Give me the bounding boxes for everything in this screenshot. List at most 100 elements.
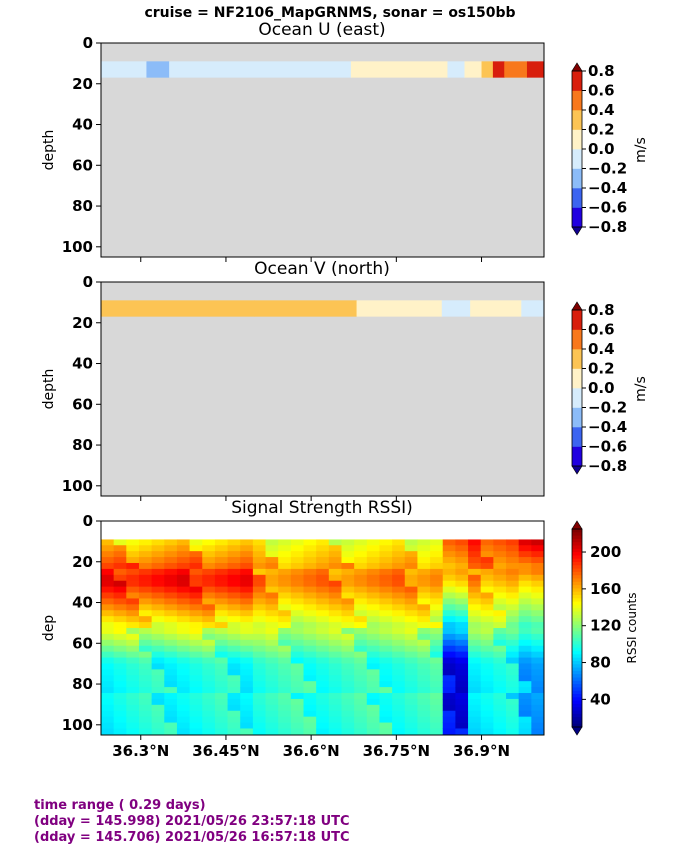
rssi-cell bbox=[392, 586, 406, 593]
rssi-cell bbox=[531, 698, 545, 706]
rssi-cell bbox=[341, 663, 355, 670]
rssi-cell bbox=[455, 716, 469, 723]
rssi-cell bbox=[341, 628, 355, 635]
rssi-cell bbox=[303, 616, 317, 623]
rssi-cell bbox=[252, 580, 266, 588]
rssi-cell bbox=[278, 622, 292, 629]
rssi-cell bbox=[126, 604, 140, 611]
rssi-cell bbox=[101, 639, 115, 647]
rssi-cell bbox=[430, 551, 444, 558]
rssi-cell bbox=[278, 568, 292, 576]
rssi-cell bbox=[214, 604, 228, 611]
rssi-cell bbox=[341, 539, 355, 546]
panel-title: Ocean U (east) bbox=[258, 20, 385, 40]
rssi-cell bbox=[316, 545, 330, 552]
rssi-cell bbox=[240, 562, 254, 570]
rssi-cell bbox=[303, 681, 317, 688]
rssi-cell bbox=[126, 616, 140, 623]
rssi-cell bbox=[227, 633, 241, 641]
rssi-cell bbox=[442, 698, 456, 706]
colorbar-segment bbox=[572, 545, 582, 550]
colorbar-segment bbox=[572, 720, 582, 725]
rssi-cell bbox=[341, 693, 355, 700]
rssi-cell bbox=[214, 551, 228, 558]
rssi-cell bbox=[442, 580, 456, 588]
rssi-cell bbox=[113, 651, 127, 658]
rssi-cell bbox=[531, 628, 545, 635]
rssi-cell bbox=[138, 645, 153, 653]
rssi-cell bbox=[316, 628, 330, 635]
rssi-cell bbox=[176, 639, 190, 647]
rssi-cell bbox=[240, 687, 254, 694]
rssi-cell bbox=[303, 604, 317, 611]
rssi-cell bbox=[227, 681, 241, 688]
rssi-cell bbox=[506, 657, 520, 664]
colorbar-tick-label: −0.6 bbox=[588, 199, 627, 217]
rssi-cell bbox=[417, 639, 431, 647]
rssi-cell bbox=[151, 704, 165, 712]
rssi-cell bbox=[240, 580, 254, 588]
y-tick-label: 40 bbox=[72, 594, 93, 612]
rssi-cell bbox=[151, 539, 165, 546]
y-ticks: 0 20 40 60 80 100 bbox=[62, 273, 101, 495]
colorbar-segment bbox=[572, 407, 582, 428]
rssi-cell bbox=[430, 628, 444, 635]
rssi-cell bbox=[151, 545, 165, 552]
rssi-cell bbox=[126, 622, 140, 629]
rssi-cell bbox=[366, 657, 380, 664]
rssi-cell bbox=[354, 557, 368, 564]
footer-dday-start: (dday = 145.706) 2021/05/26 16:57:18 UTC bbox=[34, 830, 350, 845]
rssi-cell bbox=[151, 598, 165, 605]
rssi-cell bbox=[290, 722, 304, 729]
colorbar-tick-label: 0.8 bbox=[588, 301, 615, 319]
rssi-cell bbox=[506, 586, 520, 593]
rssi-cell bbox=[303, 574, 317, 582]
rssi-cell bbox=[354, 616, 368, 623]
rssi-cell bbox=[379, 722, 393, 729]
rssi-cell bbox=[531, 568, 545, 576]
rssi-cell bbox=[214, 710, 228, 718]
rssi-cell bbox=[455, 645, 469, 653]
nodata-background bbox=[101, 282, 544, 496]
rssi-cell bbox=[126, 539, 140, 546]
rssi-cell bbox=[151, 622, 165, 629]
rssi-cell bbox=[113, 604, 127, 611]
colorbar-segment bbox=[572, 670, 582, 675]
rssi-cell bbox=[518, 645, 532, 653]
rssi-cell bbox=[189, 675, 203, 682]
colorbar-segment bbox=[572, 595, 582, 599]
rssi-cell bbox=[341, 728, 355, 735]
velocity-cell bbox=[492, 61, 505, 78]
rssi-cell bbox=[316, 716, 330, 723]
rssi-cell bbox=[303, 728, 317, 735]
rssi-cell bbox=[202, 675, 216, 682]
rssi-cell bbox=[189, 574, 203, 582]
rssi-cell bbox=[442, 704, 456, 712]
rssi-cell bbox=[278, 551, 292, 558]
rssi-cell bbox=[202, 669, 216, 676]
colorbar-tick-label: −0.6 bbox=[588, 438, 627, 456]
rssi-cell bbox=[455, 580, 469, 588]
colorbar-segment bbox=[572, 207, 582, 228]
rssi-cell bbox=[518, 598, 532, 605]
rssi-cell bbox=[366, 710, 380, 718]
axes-frame bbox=[100, 281, 545, 497]
rssi-cell bbox=[101, 669, 115, 676]
rssi-cell bbox=[202, 633, 216, 641]
rssi-cell bbox=[506, 562, 520, 570]
rssi-cell bbox=[202, 710, 216, 718]
rssi-cell bbox=[214, 669, 228, 676]
rssi-cell bbox=[468, 628, 482, 635]
rssi-cell bbox=[278, 557, 292, 564]
rssi-cell bbox=[278, 545, 292, 552]
rssi-cell bbox=[506, 633, 520, 641]
rssi-cell bbox=[138, 610, 153, 617]
rssi-cell bbox=[202, 580, 216, 588]
rssi-cell bbox=[442, 557, 456, 564]
rssi-cell bbox=[252, 586, 266, 593]
rssi-cell bbox=[151, 616, 165, 623]
rssi-cell bbox=[164, 693, 178, 700]
rssi-cell bbox=[240, 551, 254, 558]
rssi-cell bbox=[164, 728, 178, 735]
rssi-cell bbox=[518, 557, 532, 564]
